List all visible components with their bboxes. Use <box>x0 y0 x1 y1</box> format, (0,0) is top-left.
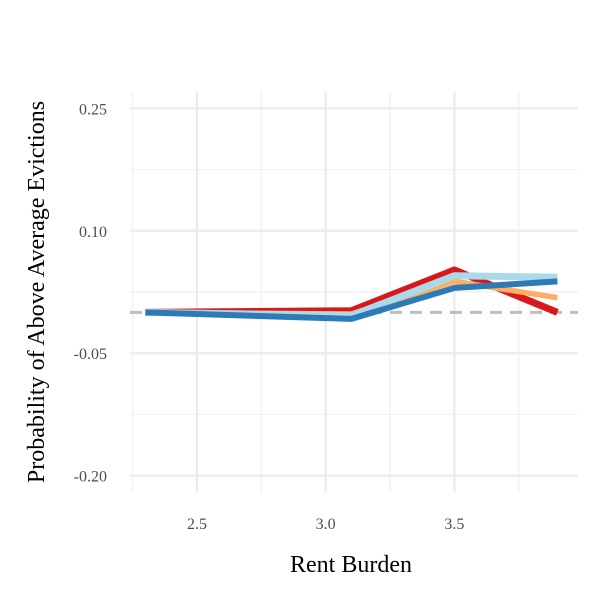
y-tick-label: 0.25 <box>79 101 107 118</box>
y-tick-label: -0.05 <box>74 346 107 363</box>
series-layer <box>145 266 559 322</box>
x-tick-label: 3.5 <box>444 516 464 533</box>
series-line-4 <box>145 278 558 322</box>
y-axis-title: Probability of Above Average Evictions <box>24 101 50 483</box>
x-axis-title: Rent Burden <box>290 552 412 578</box>
x-axis-ticks: 2.5 3.0 3.5 <box>187 516 464 533</box>
y-tick-label: 0.10 <box>79 224 107 241</box>
y-axis-ticks: 0.25 0.10 -0.05 -0.20 <box>74 101 107 485</box>
x-tick-label: 2.5 <box>187 516 207 533</box>
y-tick-label: -0.20 <box>74 469 107 486</box>
x-tick-label: 3.0 <box>316 516 336 533</box>
